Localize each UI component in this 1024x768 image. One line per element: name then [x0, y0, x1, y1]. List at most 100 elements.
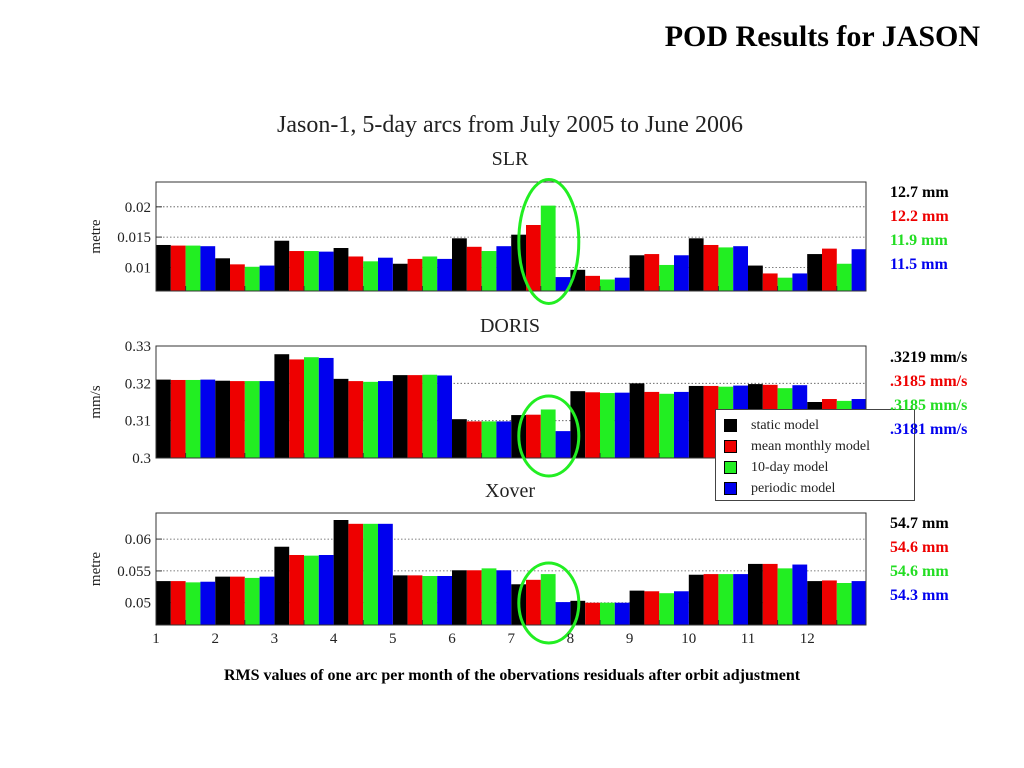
xover-bar [733, 574, 748, 625]
xover-bar [822, 580, 837, 625]
slr-bar [851, 249, 867, 291]
xover-bar [629, 590, 645, 625]
slr-bar [466, 246, 482, 291]
xover-stat-10-day: 54.6 mm [890, 563, 949, 580]
doris-bar [466, 421, 482, 458]
doris-bar [378, 381, 393, 458]
figure-caption: RMS values of one arc per month of the o… [223, 667, 801, 684]
slr-bar [304, 251, 319, 291]
xover-bar [836, 583, 852, 625]
xtick-label: 9 [626, 631, 634, 647]
slr-bar [540, 205, 556, 291]
slr-bar [230, 264, 245, 291]
slr-ylabel: metre [88, 219, 104, 253]
xover-ytick-label: 0.055 [117, 564, 151, 580]
doris-ytick-label: 0.33 [125, 339, 151, 355]
xover-panel: 0.05 0.055 0.06 metre [88, 512, 867, 645]
xover-bar [348, 523, 364, 625]
slr-bar [422, 256, 438, 291]
xtick-label: 10 [681, 631, 696, 647]
legend-item-mean-monthly: mean monthly model [724, 436, 914, 457]
xtick-label: 2 [211, 631, 219, 647]
xover-bar [703, 574, 719, 625]
doris-bar [392, 375, 408, 458]
legend-swatch-mean-monthly [724, 440, 737, 453]
slr-ytick-label: 0.015 [117, 230, 151, 246]
xover-bar [481, 568, 497, 625]
xover-bar [422, 576, 438, 625]
xover-bar [585, 602, 600, 625]
slr-bar [674, 255, 689, 291]
xover-bar [748, 563, 763, 625]
slr-bar [452, 238, 467, 291]
doris-ytick-label: 0.31 [125, 414, 151, 430]
slr-bar [688, 238, 704, 291]
xover-bar [170, 581, 186, 625]
doris-stat-static: .3219 mm/s [890, 349, 968, 366]
legend-item-periodic: periodic model [724, 478, 914, 499]
xtick-label: 6 [448, 631, 456, 647]
doris-bar [481, 421, 497, 458]
doris-bar [185, 379, 201, 458]
doris-plot-frame [155, 345, 867, 459]
doris-bar [452, 419, 467, 458]
doris-bar [230, 381, 245, 458]
legend-swatch-static [724, 419, 737, 432]
slr-bar [170, 245, 186, 291]
slr-bar [526, 224, 541, 291]
doris-stat-periodic: .3181 mm/s [890, 421, 968, 438]
xtick-label: 11 [741, 631, 755, 647]
doris-stats: .3219 mm/s .3185 mm/s .3185 mm/s .3181 m… [890, 346, 967, 442]
slr-bar [748, 265, 763, 291]
xtick-label: 8 [567, 631, 575, 647]
slr-stat-mean-monthly: 12.2 mm [890, 208, 949, 225]
slr-bar [659, 264, 674, 291]
xover-bar [807, 581, 822, 625]
slr-bar [200, 246, 216, 291]
slr-stat-periodic: 11.5 mm [890, 256, 948, 273]
slr-bar [392, 263, 408, 291]
doris-bar [407, 375, 423, 458]
xover-ytick-label: 0.05 [125, 596, 151, 612]
slr-bar [555, 277, 571, 291]
xtick-label: 12 [800, 631, 815, 647]
doris-bar [318, 357, 334, 458]
doris-bar [156, 379, 171, 458]
xover-ylabel: metre [88, 552, 104, 586]
chart-legend: static model mean monthly model 10-day m… [715, 409, 915, 501]
slr-bar [333, 248, 349, 291]
doris-bar [644, 391, 660, 458]
slr-stat-10-day: 11.9 mm [890, 232, 948, 249]
xover-bar [496, 570, 512, 625]
legend-swatch-10-day [724, 461, 737, 474]
xover-ytick-label: 0.06 [125, 532, 152, 548]
slr-bar [792, 273, 808, 291]
doris-bar [200, 379, 216, 458]
doris-ytick-label: 0.3 [132, 451, 151, 467]
doris-bar [170, 379, 186, 458]
xover-bar [437, 576, 452, 625]
xover-bar [555, 602, 571, 625]
doris-bar [244, 381, 260, 458]
xover-bar [200, 581, 216, 625]
doris-bar [540, 409, 556, 458]
doris-bar [629, 383, 645, 458]
doris-bar [688, 385, 704, 458]
slr-bar [259, 265, 275, 291]
slr-bar [836, 263, 852, 291]
doris-bar [274, 354, 290, 458]
doris-bar [215, 380, 230, 458]
legend-label-mean-monthly: mean monthly model [751, 438, 870, 454]
xover-bar [333, 520, 349, 625]
slr-plot-frame [155, 181, 867, 292]
slr-panel: 0.01 0.015 0.02 metre [88, 178, 867, 305]
slr-bar [378, 257, 393, 291]
xover-bar [466, 570, 482, 625]
slr-stats: 12.7 mm 12.2 mm 11.9 mm 11.5 mm [890, 181, 949, 277]
slr-bar [614, 277, 630, 291]
doris-bar [348, 381, 364, 458]
slr-panel-title: SLR [491, 148, 529, 170]
slr-bar [318, 251, 334, 291]
doris-bar [437, 375, 452, 458]
doris-stat-mean-monthly: .3185 mm/s [890, 373, 968, 390]
